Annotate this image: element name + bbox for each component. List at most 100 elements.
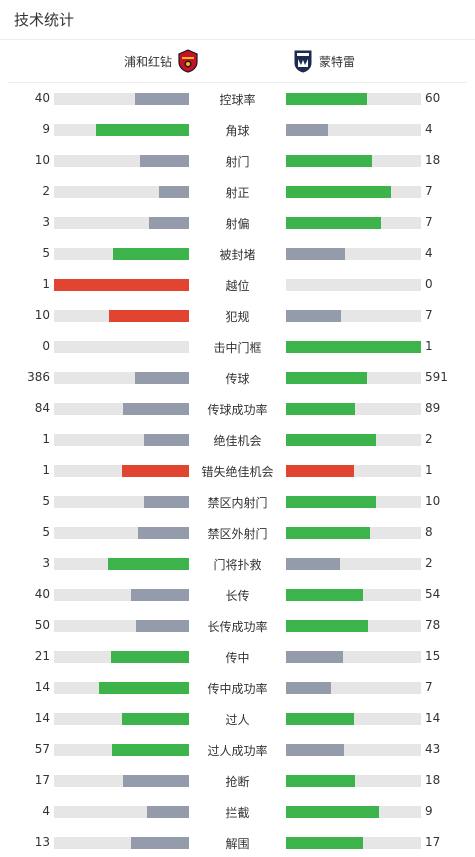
stat-label: 越位: [225, 279, 250, 293]
home-bar-fill: [130, 837, 189, 849]
home-bar: [54, 341, 189, 353]
home-bar-fill: [108, 558, 189, 570]
away-bar: [286, 279, 421, 291]
away-bar-fill: [286, 403, 355, 415]
stat-label: 门将扑救: [213, 558, 262, 572]
stat-row: 57 过人成功率 43: [0, 734, 475, 765]
away-value: 2: [425, 432, 433, 446]
stat-label: 犯规: [225, 310, 250, 324]
stat-row: 9 角球 4: [0, 114, 475, 145]
home-bar: [54, 403, 189, 415]
home-value: 13: [34, 835, 50, 849]
home-bar: [54, 620, 189, 632]
home-bar-fill: [137, 527, 189, 539]
away-bar-fill: [286, 558, 340, 570]
away-bar-fill: [286, 372, 367, 384]
away-team: 蒙特雷: [293, 49, 355, 73]
away-value: 18: [425, 773, 441, 787]
stat-row: 4 拦截 9: [0, 796, 475, 827]
home-value: 17: [34, 773, 50, 787]
home-bar-fill: [121, 465, 189, 477]
urawa-reds-crest-icon: [178, 49, 198, 73]
home-bar: [54, 155, 189, 167]
home-value: 14: [34, 711, 50, 725]
away-bar: [286, 744, 421, 756]
away-bar: [286, 341, 421, 353]
stats-list: 40 控球率 60 9 角球 4 10 射门 18 2 射正 7 3 射偏 7 5 被封堵 4 1 越位 0 10 犯规 7 0…: [0, 83, 475, 857]
stat-label: 过人成功率: [207, 744, 268, 758]
home-bar-fill: [54, 279, 189, 291]
stat-row: 14 过人 14: [0, 703, 475, 734]
stat-label: 禁区外射门: [207, 527, 268, 541]
away-bar-fill: [286, 186, 392, 198]
home-value: 1: [42, 463, 50, 477]
away-bar: [286, 589, 421, 601]
stat-row: 5 被封堵 4: [0, 238, 475, 269]
home-bar: [54, 651, 189, 663]
home-value: 3: [42, 215, 50, 229]
away-bar: [286, 651, 421, 663]
stat-row: 13 解围 17: [0, 827, 475, 857]
away-value: 7: [425, 308, 433, 322]
home-value: 386: [27, 370, 50, 384]
stat-row: 1 越位 0: [0, 269, 475, 300]
away-bar: [286, 713, 421, 725]
stat-row: 3 射偏 7: [0, 207, 475, 238]
away-bar: [286, 806, 421, 818]
away-bar: [286, 558, 421, 570]
away-value: 7: [425, 680, 433, 694]
home-value: 0: [42, 339, 50, 353]
away-value: 10: [425, 494, 441, 508]
home-bar-fill: [135, 93, 189, 105]
home-bar-fill: [130, 589, 189, 601]
teams-row: 浦和红钻 蒙特雷: [8, 40, 467, 83]
away-bar: [286, 434, 421, 446]
home-value: 40: [34, 91, 50, 105]
away-bar-fill: [286, 496, 377, 508]
away-bar-fill: [286, 248, 346, 260]
home-bar: [54, 186, 189, 198]
stat-label: 解围: [225, 837, 250, 851]
home-bar: [54, 310, 189, 322]
away-value: 4: [425, 122, 433, 136]
stat-label: 拦截: [225, 806, 250, 820]
away-value: 15: [425, 649, 441, 663]
home-bar: [54, 713, 189, 725]
stat-label: 过人: [225, 713, 250, 727]
home-bar-fill: [95, 124, 189, 136]
home-bar: [54, 558, 189, 570]
home-value: 5: [42, 525, 50, 539]
home-value: 2: [42, 184, 50, 198]
stat-label: 禁区内射门: [207, 496, 268, 510]
stat-label: 射偏: [225, 217, 250, 231]
home-value: 40: [34, 587, 50, 601]
home-bar: [54, 434, 189, 446]
stat-label: 抢断: [225, 775, 250, 789]
stat-row: 21 传中 15: [0, 641, 475, 672]
monterrey-crest-icon: [293, 49, 313, 73]
home-bar-fill: [140, 155, 189, 167]
stat-label: 控球率: [219, 93, 256, 107]
away-bar-fill: [286, 434, 377, 446]
home-value: 50: [34, 618, 50, 632]
home-bar: [54, 682, 189, 694]
home-value: 14: [34, 680, 50, 694]
away-bar: [286, 682, 421, 694]
stat-label: 长传: [225, 589, 250, 603]
home-bar-fill: [121, 713, 189, 725]
away-value: 4: [425, 246, 433, 260]
page-title: 技术统计: [14, 11, 75, 29]
home-value: 4: [42, 804, 50, 818]
home-value: 5: [42, 494, 50, 508]
away-value: 1: [425, 339, 433, 353]
home-bar: [54, 775, 189, 787]
stat-label: 错失绝佳机会: [201, 465, 274, 479]
away-bar: [286, 465, 421, 477]
stat-row: 14 传中成功率 7: [0, 672, 475, 703]
stat-row: 5 禁区外射门 8: [0, 517, 475, 548]
home-value: 3: [42, 556, 50, 570]
away-value: 0: [425, 277, 433, 291]
stat-row: 50 长传成功率 78: [0, 610, 475, 641]
home-bar-fill: [110, 651, 189, 663]
away-bar-fill: [286, 217, 381, 229]
